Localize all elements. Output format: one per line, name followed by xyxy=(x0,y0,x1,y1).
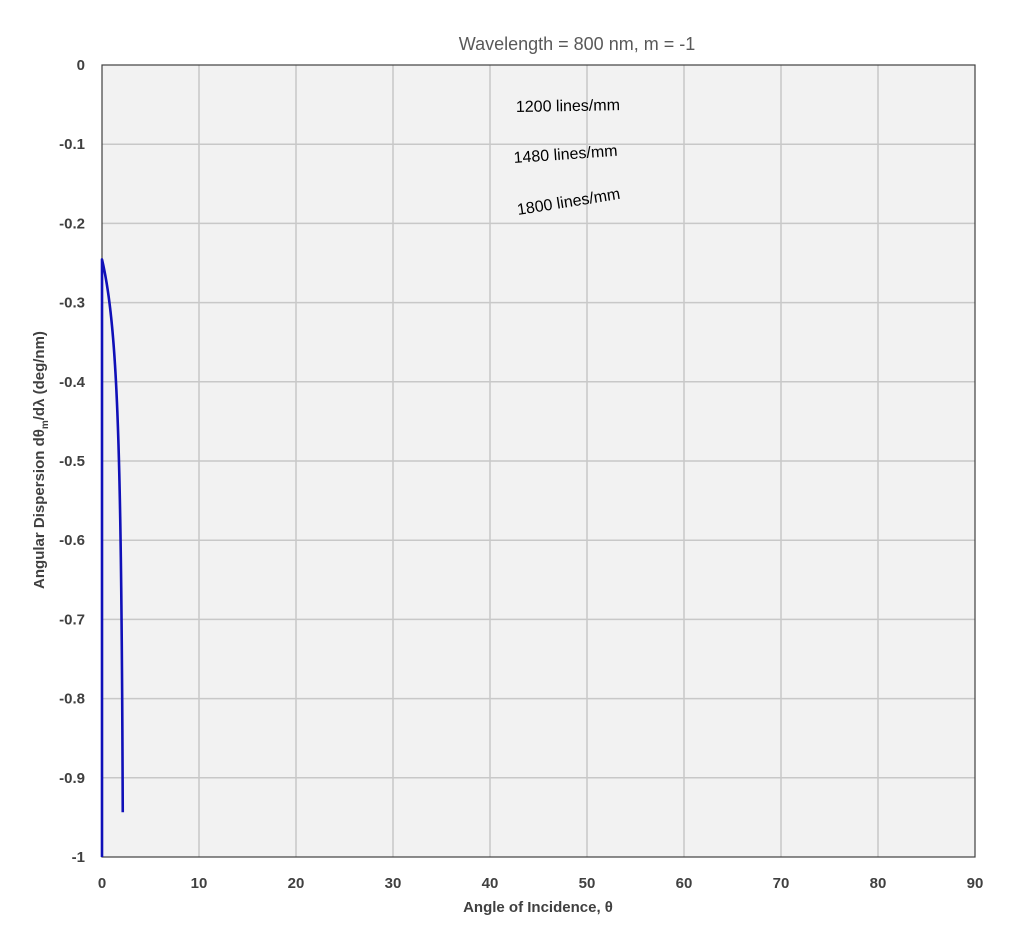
gridlines xyxy=(102,65,975,857)
y-tick-label: -0.4 xyxy=(59,374,86,391)
y-tick-label: -0.2 xyxy=(59,215,85,232)
x-tick-label: 20 xyxy=(288,875,305,892)
series-line xyxy=(100,258,125,857)
data-series xyxy=(100,258,125,857)
x-tick-label: 30 xyxy=(385,875,402,892)
x-axis-title: Angle of Incidence, θ xyxy=(463,899,613,916)
y-tick-label: -1 xyxy=(72,849,85,866)
x-tick-labels: 0 10 20 30 40 50 60 70 80 90 xyxy=(98,875,984,892)
x-tick-label: 90 xyxy=(967,875,984,892)
y-tick-label: -0.1 xyxy=(59,136,85,153)
y-tick-label: -0.5 xyxy=(59,453,85,470)
series-label: 1200 lines/mm xyxy=(516,97,620,116)
y-tick-label: 0 xyxy=(77,57,85,74)
y-axis-title: Angular Dispersion dθm/dλ (deg/nm) xyxy=(31,331,51,589)
y-axis-title-main: Angular Dispersion dθ xyxy=(31,429,48,589)
y-tick-label: -0.9 xyxy=(59,770,85,787)
x-tick-label: 50 xyxy=(579,875,596,892)
y-tick-label: -0.7 xyxy=(59,611,85,628)
chart-title: Wavelength = 800 nm, m = -1 xyxy=(459,34,695,54)
y-tick-label: -0.8 xyxy=(59,691,85,708)
y-tick-label: -0.6 xyxy=(59,532,85,549)
x-tick-label: 80 xyxy=(870,875,887,892)
y-axis-title-subscript: m xyxy=(40,420,51,429)
y-axis-title-rest: /dλ (deg/nm) xyxy=(31,331,48,420)
y-tick-labels: 0 -0.1 -0.2 -0.3 -0.4 -0.5 -0.6 -0.7 -0.8 -0.9 -1 xyxy=(59,57,86,866)
y-tick-label: -0.3 xyxy=(59,295,85,312)
x-tick-label: 70 xyxy=(773,875,790,892)
x-tick-label: 60 xyxy=(676,875,693,892)
x-tick-label: 10 xyxy=(191,875,208,892)
x-tick-label: 40 xyxy=(482,875,499,892)
x-tick-label: 0 xyxy=(98,875,106,892)
